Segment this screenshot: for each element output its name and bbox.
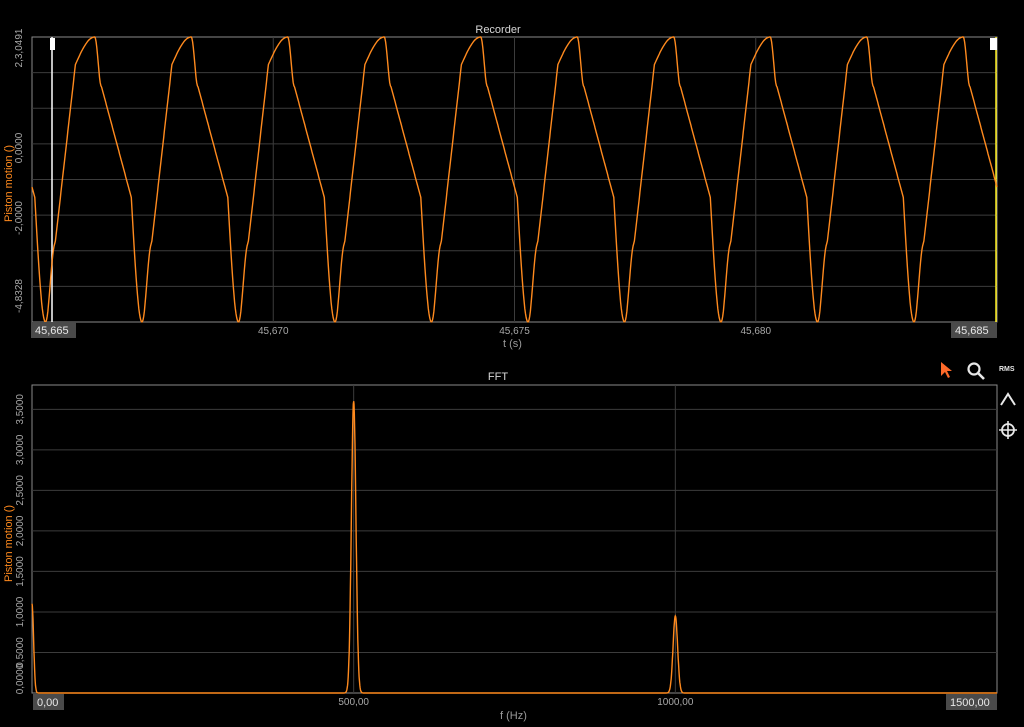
- recorder-x-tick-1: 45,675: [499, 326, 530, 337]
- recorder-cursor-left-handle[interactable]: [50, 38, 55, 50]
- recorder-cursor-right-handle[interactable]: [990, 38, 997, 50]
- recorder-title: Recorder: [475, 24, 521, 36]
- fft-x-end-box: [946, 694, 997, 710]
- recorder-series-line: [31, 36, 998, 323]
- recorder-x-start-label: 45,665: [35, 325, 69, 337]
- fft-y-tick-5: 1,0000: [15, 596, 26, 627]
- fft-plot-area: [31, 384, 998, 694]
- peak-icon[interactable]: [999, 391, 1017, 407]
- fft-series-line: [31, 401, 997, 694]
- recorder-x-tick-2: 45,680: [740, 326, 771, 337]
- fft-title: FFT: [487, 371, 509, 383]
- fft-y-tick-2: 2,5000: [15, 475, 26, 506]
- magnifier-icon[interactable]: [966, 361, 986, 381]
- fft-x-start-box: [33, 694, 64, 710]
- fft-y-tick-0: 3,5000: [15, 394, 26, 425]
- fft-y-tick-1: 3,0000: [15, 434, 26, 465]
- fft-x-tick-0: 500,00: [338, 697, 369, 708]
- fft-x-end-label: 1500,00: [950, 697, 990, 709]
- fft-x-tick-1: 1000,00: [657, 697, 694, 708]
- fft-y-tick-3: 2,0000: [15, 515, 26, 546]
- cursor-arrow-icon[interactable]: [938, 360, 956, 380]
- fft-xlabel: f (Hz): [500, 710, 527, 722]
- fft-x-start-label: 0,00: [37, 697, 58, 709]
- recorder-y-tick-1: 0,0000: [14, 132, 25, 163]
- fft-y-tick-4: 1,5000: [15, 556, 26, 587]
- recorder-y-tick-2: -2,0000: [14, 201, 25, 235]
- recorder-x-start-box: [31, 322, 76, 338]
- recorder-x-end-box: [951, 322, 997, 338]
- recorder-y-tick-3: -4,8328: [14, 279, 25, 313]
- recorder-xlabel: t (s): [503, 338, 522, 350]
- recorder-x-end-label: 45,685: [955, 325, 989, 337]
- crosshair-icon[interactable]: [998, 420, 1018, 440]
- fft-y-tick-6: 0,5000: [15, 637, 26, 668]
- rms-button[interactable]: RMS: [999, 366, 1015, 373]
- recorder-x-tick-0: 45,670: [258, 326, 289, 337]
- recorder-y-tick-0: 2,3,0491: [14, 28, 25, 67]
- fft-y-tick-7: 0,0000: [15, 663, 26, 694]
